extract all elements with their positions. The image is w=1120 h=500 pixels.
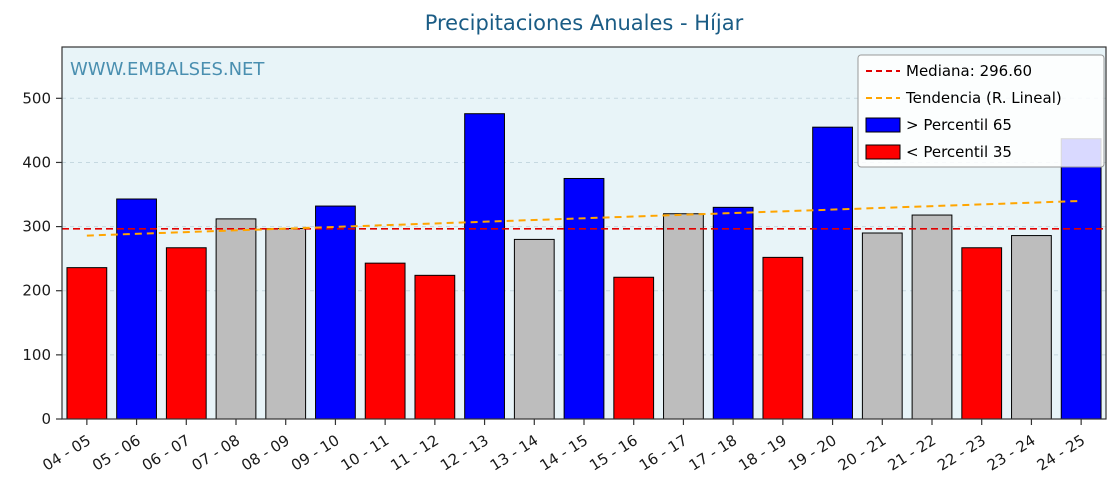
watermark-text: WWW.EMBALSES.NET [70,59,265,80]
legend-trend-label: Tendencia (R. Lineal) [905,89,1062,107]
bar-22-23 [961,247,1003,420]
xtick-label-12: 16 - 17 [636,431,691,474]
xtick-label-2: 06 - 07 [139,431,194,474]
bar-09-10 [315,205,356,420]
bar-05-06 [116,198,157,420]
ytick-label-200: 200 [22,282,51,300]
xtick-label-17: 21 - 22 [885,431,940,474]
bar-06-07 [165,247,207,420]
xtick-label-16: 20 - 21 [835,431,890,474]
bar-11-12 [414,274,456,420]
bar-04-05 [66,267,108,420]
xtick-label-1: 05 - 06 [89,431,144,474]
ytick-label-0: 0 [41,410,51,428]
bar-12-13 [464,113,505,420]
xtick-label-8: 12 - 13 [437,431,492,474]
ytick-label-100: 100 [22,346,51,364]
xtick-label-10: 14 - 15 [537,431,592,474]
xtick-label-3: 07 - 08 [189,431,244,474]
legend: Mediana: 296.60 Tendencia (R. Lineal) > … [857,54,1105,168]
bar-24-25 [1060,138,1102,420]
xtick-label-0: 04 - 05 [39,431,94,474]
xtick-label-19: 23 - 24 [984,431,1039,474]
bar-14-15 [563,177,605,420]
ytick-label-500: 500 [22,89,51,107]
bar-19-20 [812,126,853,420]
xtick-label-7: 11 - 12 [387,431,442,474]
bar-18-19 [762,256,804,420]
bar-07-08 [215,218,257,420]
legend-above-swatch [865,117,901,133]
xtick-label-5: 09 - 10 [288,431,343,474]
trend-line [86,199,1082,237]
legend-below-swatch [865,144,901,160]
xtick-label-14: 18 - 19 [735,431,790,474]
bar-16-17 [663,213,704,420]
bar-10-11 [364,262,406,420]
bar-23-24 [1011,235,1052,420]
reference-lines-layer [62,199,1106,237]
ytick-label-300: 300 [22,218,51,236]
xtick-label-18: 22 - 23 [934,431,989,474]
xtick-label-13: 17 - 18 [686,431,741,474]
bar-13-14 [513,238,555,420]
legend-median-label: Mediana: 296.60 [906,62,1032,80]
legend-below-label: < Percentil 35 [906,143,1012,161]
legend-box [857,54,1105,168]
bar-21-22 [911,214,953,420]
xtick-label-9: 13 - 14 [487,431,542,474]
bar-20-21 [861,232,903,420]
xtick-label-15: 19 - 20 [785,431,840,474]
xtick-label-20: 24 - 25 [1034,431,1089,474]
bar-15-16 [613,276,655,420]
xtick-label-11: 15 - 16 [586,431,641,474]
bar-17-18 [712,206,754,420]
xtick-label-6: 10 - 11 [338,431,393,474]
bar-08-09 [265,228,307,420]
bars-layer [66,113,1102,420]
legend-above-label: > Percentil 65 [906,116,1012,134]
ytick-label-400: 400 [22,153,51,171]
chart-title: Precipitaciones Anuales - Híjar [425,11,744,35]
xtick-label-4: 08 - 09 [238,431,293,474]
